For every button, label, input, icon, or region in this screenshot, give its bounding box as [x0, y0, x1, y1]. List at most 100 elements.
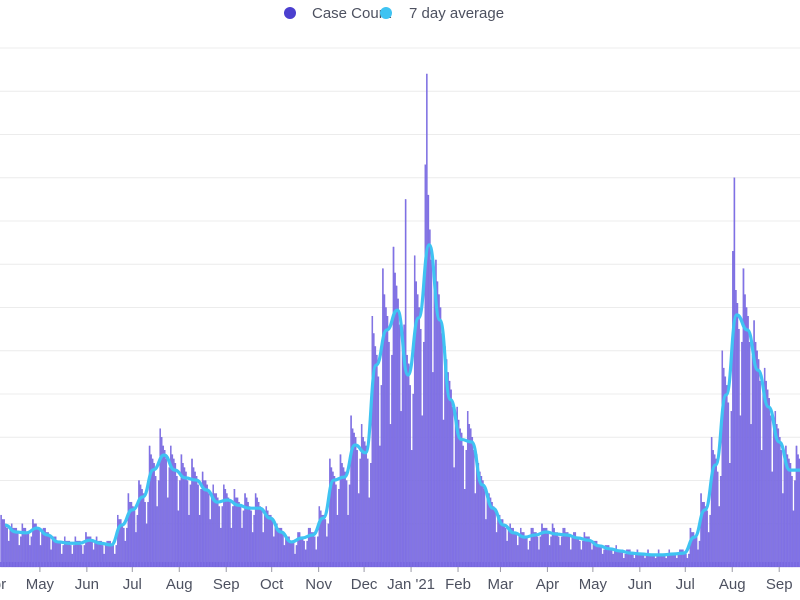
case-count-bar	[523, 532, 525, 568]
case-count-bar	[668, 549, 671, 568]
case-count-bar	[677, 553, 680, 568]
legend-item-case-count[interactable]: Case Count	[284, 5, 392, 22]
case-count-bar	[371, 315, 374, 568]
case-count-bar	[121, 523, 124, 568]
case-count-bar	[382, 268, 384, 568]
case-count-bar	[156, 506, 158, 568]
legend-dot-7-day-average	[380, 7, 392, 19]
case-count-bar	[469, 428, 472, 568]
case-count-bar	[673, 553, 675, 568]
case-count-bar	[363, 441, 366, 568]
case-count-bar	[498, 514, 501, 568]
case-count-bar	[160, 437, 163, 568]
case-count-bar	[195, 476, 198, 568]
case-count-bar	[130, 501, 133, 568]
case-count-bar	[527, 549, 530, 568]
case-count-bar	[321, 514, 324, 568]
x-tick-label: Sep	[213, 576, 240, 593]
case-count-bar	[454, 415, 457, 568]
case-count-bar	[189, 484, 192, 568]
case-count-bar	[601, 553, 604, 568]
case-count-bar	[466, 411, 469, 568]
case-count-bar	[353, 432, 355, 568]
case-count-bar	[304, 549, 307, 568]
case-count-bar	[780, 450, 783, 568]
case-count-bar	[62, 545, 65, 568]
legend-item-7-day-average[interactable]: 7 day average	[380, 5, 504, 22]
case-count-bar	[689, 527, 692, 568]
case-count-bar	[54, 536, 57, 568]
case-count-bar	[203, 480, 205, 568]
case-count-bar	[723, 367, 725, 568]
case-count-bar	[747, 315, 749, 568]
case-count-bar	[147, 501, 149, 568]
case-count-bar	[671, 553, 674, 568]
case-count-bar	[488, 493, 490, 568]
case-count-bar	[742, 268, 745, 568]
case-count-bar	[263, 514, 266, 568]
case-count-bar	[265, 506, 268, 568]
case-count-bar	[303, 540, 305, 568]
case-count-bar	[530, 527, 533, 568]
case-count-bar	[297, 532, 299, 568]
case-count-bar	[4, 523, 7, 568]
case-count-bar	[768, 398, 771, 568]
case-count-bar	[373, 333, 375, 568]
case-count-bar	[41, 532, 43, 568]
case-count-bar	[0, 514, 2, 568]
case-count-bar	[151, 458, 154, 568]
case-count-bar	[238, 501, 240, 568]
case-count-bar	[192, 467, 195, 568]
case-count-bar	[686, 558, 689, 568]
case-count-bar	[573, 532, 575, 568]
case-count-bar	[497, 514, 499, 568]
case-count-bar	[406, 354, 408, 568]
case-count-bar	[210, 497, 213, 568]
case-count-bar	[191, 458, 193, 568]
case-count-bar	[465, 450, 468, 568]
case-count-bar	[751, 354, 754, 568]
case-count-bar	[400, 411, 402, 568]
case-count-bar	[463, 488, 466, 568]
case-count-bar	[713, 454, 716, 568]
case-count-bar	[756, 350, 758, 568]
case-count-bar	[132, 506, 134, 568]
case-count-bar	[394, 272, 396, 568]
case-count-bar	[338, 488, 340, 568]
case-count-bar	[33, 523, 36, 568]
case-count-bar	[462, 445, 464, 568]
case-count-bar	[603, 549, 605, 568]
case-count-bar	[413, 255, 416, 568]
case-count-bar	[32, 519, 34, 568]
case-count-bar	[103, 553, 105, 568]
case-count-bar	[547, 532, 549, 568]
case-count-bar	[471, 437, 474, 568]
case-count-bar	[560, 536, 563, 568]
x-tick-label: Oct	[260, 576, 284, 593]
case-count-bar	[429, 229, 431, 568]
case-count-bar	[448, 380, 451, 568]
case-count-bar	[494, 510, 496, 568]
case-count-bar	[354, 437, 357, 568]
case-count-bar	[533, 532, 536, 568]
case-count-bar	[633, 558, 636, 568]
x-tick-label: Jun	[75, 576, 99, 593]
case-count-bar	[241, 527, 243, 568]
case-count-bar	[113, 553, 116, 568]
case-count-bar	[391, 354, 393, 568]
case-count-bar	[150, 454, 152, 568]
case-count-bar	[282, 532, 284, 568]
case-count-bar	[516, 545, 519, 568]
case-count-bar	[692, 532, 695, 568]
case-count-bar	[726, 385, 728, 568]
x-tick-label: Mar	[488, 576, 514, 593]
case-count-bar	[291, 540, 293, 568]
case-count-bar	[329, 458, 331, 568]
case-count-bar	[356, 450, 358, 568]
case-count-bar	[136, 514, 139, 568]
case-count-bar	[595, 540, 598, 568]
case-count-bar	[473, 450, 475, 568]
case-count-bar	[733, 177, 736, 568]
case-count-bar	[436, 281, 439, 568]
case-count-bar	[89, 536, 92, 568]
